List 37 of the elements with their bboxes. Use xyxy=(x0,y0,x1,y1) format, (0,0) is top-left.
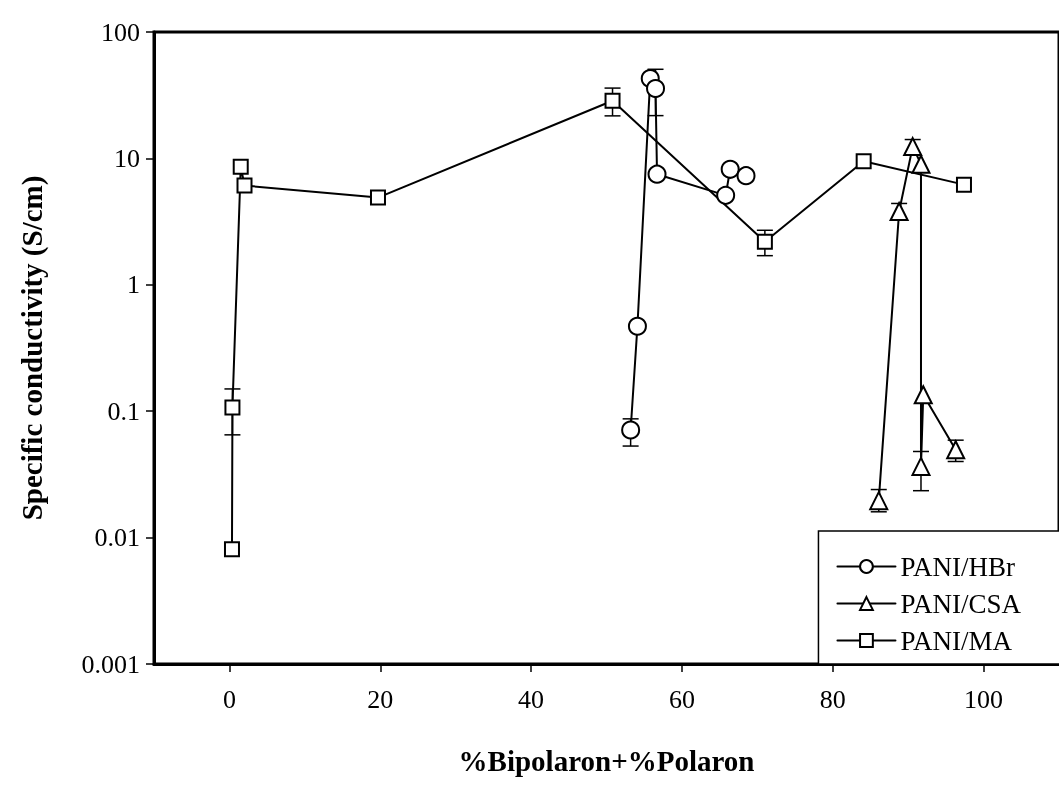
legend-label: PANI/MA xyxy=(900,625,1013,656)
x-tick-label: 0 xyxy=(222,684,236,714)
point xyxy=(627,316,647,336)
point xyxy=(224,399,241,416)
point xyxy=(232,158,249,175)
point xyxy=(223,541,240,558)
y-tick-label: 0.001 xyxy=(81,649,140,679)
x-tick-label: 40 xyxy=(518,684,545,714)
x-tick-label: 20 xyxy=(367,684,394,714)
y-tick-label: 0.1 xyxy=(107,396,140,426)
point xyxy=(647,164,667,184)
y-tick-label: 10 xyxy=(114,143,140,173)
point xyxy=(855,153,872,170)
point xyxy=(736,166,756,186)
point xyxy=(369,189,386,206)
point xyxy=(756,233,773,250)
point xyxy=(889,202,909,222)
legend-label: PANI/HBr xyxy=(900,551,1015,582)
point xyxy=(913,385,933,405)
y-axis-title: Specific conductivity (S/cm) xyxy=(15,175,49,521)
point xyxy=(646,79,666,99)
legend-label: PANI/CSA xyxy=(900,588,1022,619)
point xyxy=(955,176,972,193)
x-axis-title: %Bipolaron+%Polaron xyxy=(458,744,755,777)
point xyxy=(621,420,641,440)
point xyxy=(604,92,621,109)
point xyxy=(911,154,931,174)
x-tick-label: 60 xyxy=(668,684,695,714)
point xyxy=(236,177,253,194)
point xyxy=(716,185,736,205)
point xyxy=(911,456,931,476)
y-tick-label: 100 xyxy=(101,17,140,47)
x-tick-label: 80 xyxy=(819,684,846,714)
y-tick-label: 0.01 xyxy=(94,523,140,553)
point xyxy=(720,159,740,179)
x-tick-label: 100 xyxy=(964,684,1004,714)
y-tick-label: 1 xyxy=(127,270,140,300)
